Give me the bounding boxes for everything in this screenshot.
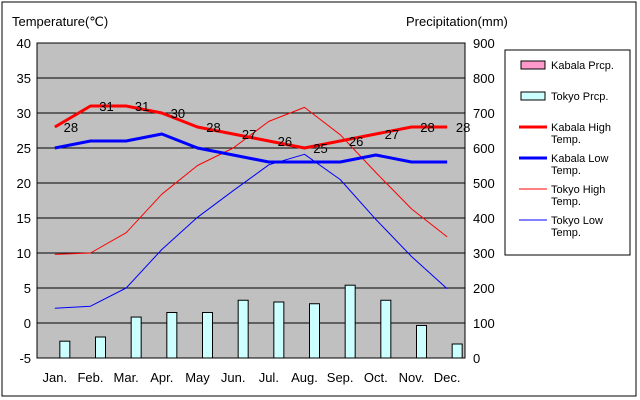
legend-label: Kabala Prcp. <box>551 60 614 72</box>
right-tick-label: 400 <box>473 211 495 226</box>
precip-bar <box>380 299 392 359</box>
precip-bar <box>309 303 320 359</box>
left-tick-label: -5 <box>19 351 31 366</box>
left-axis-title: Temperature(℃) <box>12 14 108 29</box>
temperature-lines <box>54 104 448 309</box>
left-tick-label: 5 <box>24 281 31 296</box>
left-tick-label: 30 <box>17 106 31 121</box>
right-tick-label: 900 <box>473 36 495 51</box>
legend-label: Temp. <box>551 196 581 208</box>
data-label: 28 <box>64 120 78 135</box>
tokyo-high-temp-line <box>54 106 448 255</box>
month-label: Jan. <box>43 370 68 385</box>
legend-swatch <box>520 91 546 101</box>
right-tick-label: 300 <box>473 246 495 261</box>
left-tick-label: 10 <box>17 246 31 261</box>
right-tick-label: 700 <box>473 106 495 121</box>
month-label: Sep. <box>327 370 354 385</box>
right-tick-label: 0 <box>473 351 480 366</box>
month-label: Apr. <box>150 370 173 385</box>
tokyo-low-temp-line <box>54 153 448 309</box>
precip-bar <box>130 316 142 359</box>
precip-bar <box>451 343 463 359</box>
left-tick-label: 40 <box>17 36 31 51</box>
kabala-high-temp-line <box>54 104 448 150</box>
precip-bar <box>237 299 249 359</box>
legend-label: Kabala Low <box>551 153 609 165</box>
legend-label: Temp. <box>551 165 581 177</box>
month-label: Nov. <box>399 370 425 385</box>
data-labels: 28 31 31 30 28 27 26 25 26 27 28 28 <box>64 99 471 156</box>
data-label: 25 <box>313 141 327 156</box>
precip-bar <box>95 336 106 359</box>
precip-bar <box>166 312 178 359</box>
month-label: Jul. <box>259 370 279 385</box>
data-label: 27 <box>242 127 256 142</box>
legend-label: Temp. <box>551 227 581 239</box>
month-label: Oct. <box>364 370 388 385</box>
precip-bar <box>59 340 71 359</box>
month-label: May <box>185 370 210 385</box>
precip-bar <box>344 284 356 359</box>
data-label: 28 <box>420 120 434 135</box>
data-label: 30 <box>171 106 185 121</box>
legend-label: Tokyo Low <box>551 215 603 227</box>
precip-bar <box>416 324 427 359</box>
right-tick-label: 500 <box>473 176 495 191</box>
data-label: 28 <box>456 120 470 135</box>
data-label: 26 <box>278 134 292 149</box>
left-tick-label: 15 <box>17 211 31 226</box>
right-tick-label: 200 <box>473 281 495 296</box>
legend-box <box>504 49 631 256</box>
right-axis-title: Precipitation(mm) <box>406 14 508 29</box>
plot-area <box>36 42 466 359</box>
gridlines <box>37 77 465 324</box>
month-label: Dec. <box>434 370 461 385</box>
left-tick-label: 20 <box>17 176 31 191</box>
left-tick-label: 25 <box>17 141 31 156</box>
data-label: 28 <box>206 120 220 135</box>
kabala-low-temp-line <box>54 132 448 164</box>
precip-bar <box>273 301 285 359</box>
right-tick-label: 100 <box>473 316 495 331</box>
month-label: Jun. <box>221 370 246 385</box>
month-label: Feb. <box>77 370 103 385</box>
right-tick-label: 600 <box>473 141 495 156</box>
right-tick-label: 800 <box>473 71 495 86</box>
month-label: Mar. <box>114 370 139 385</box>
legend-swatch <box>520 60 546 70</box>
data-label: 31 <box>99 99 113 114</box>
precip-bar <box>202 312 213 359</box>
precipitation-bars <box>59 284 463 359</box>
left-tick-label: 0 <box>24 316 31 331</box>
month-label: Aug. <box>291 370 318 385</box>
data-label: 27 <box>385 127 399 142</box>
legend-label: Tokyo High <box>551 184 605 196</box>
legend-label: Temp. <box>551 134 581 146</box>
data-label: 31 <box>135 99 149 114</box>
data-label: 26 <box>349 134 363 149</box>
axes: 4035302520151050-59008007006005004003002… <box>17 36 495 385</box>
left-tick-label: 35 <box>17 71 31 86</box>
legend-label: Tokyo Prcp. <box>551 91 608 103</box>
legend-label: Kabala High <box>551 122 611 134</box>
legend: Kabala Prcp.Tokyo Prcp.Kabala HighTemp.K… <box>519 60 614 239</box>
